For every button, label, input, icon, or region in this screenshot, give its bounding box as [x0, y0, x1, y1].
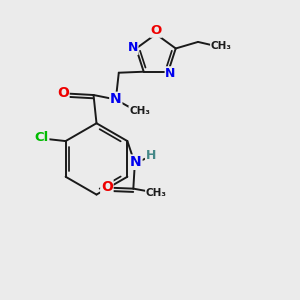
Text: N: N — [110, 92, 122, 106]
Text: N: N — [130, 155, 142, 169]
Text: CH₃: CH₃ — [211, 41, 232, 51]
Text: O: O — [57, 86, 69, 100]
Text: CH₃: CH₃ — [129, 106, 150, 116]
Text: Cl: Cl — [34, 131, 49, 144]
Text: N: N — [165, 67, 176, 80]
Text: CH₃: CH₃ — [146, 188, 167, 198]
Text: O: O — [101, 180, 113, 194]
Text: O: O — [150, 24, 162, 37]
Text: N: N — [128, 41, 138, 54]
Text: H: H — [146, 148, 156, 162]
